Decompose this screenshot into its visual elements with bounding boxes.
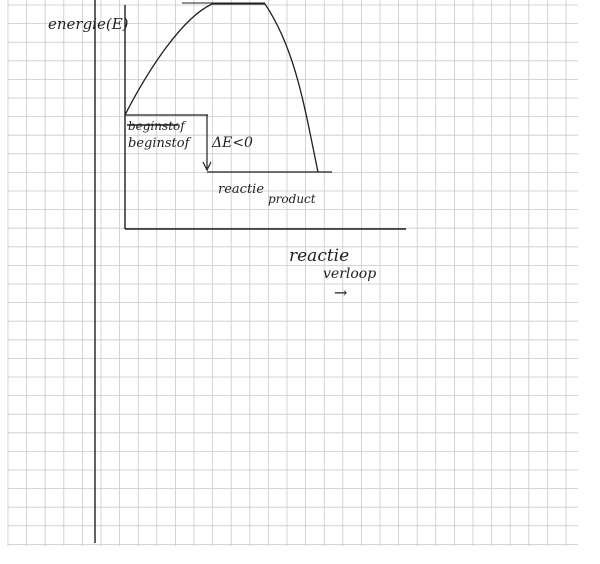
x-axis-label-line2: verloop [323,266,376,282]
x-axis-direction-arrow: → [334,283,347,302]
end-label-line2: product [268,192,316,206]
y-axis-label: energie(E) [48,15,129,33]
x-axis-label-line1: reactie [289,246,349,266]
end-label-line1: reactie [218,182,264,197]
delta-arrow-head [202,161,212,172]
delta-label: ΔE<0 [211,135,253,151]
graph-paper-grid [7,0,578,546]
start-label-struck: beginstof [128,119,187,133]
start-label: beginstof [128,136,192,151]
energy-curve [124,3,319,173]
